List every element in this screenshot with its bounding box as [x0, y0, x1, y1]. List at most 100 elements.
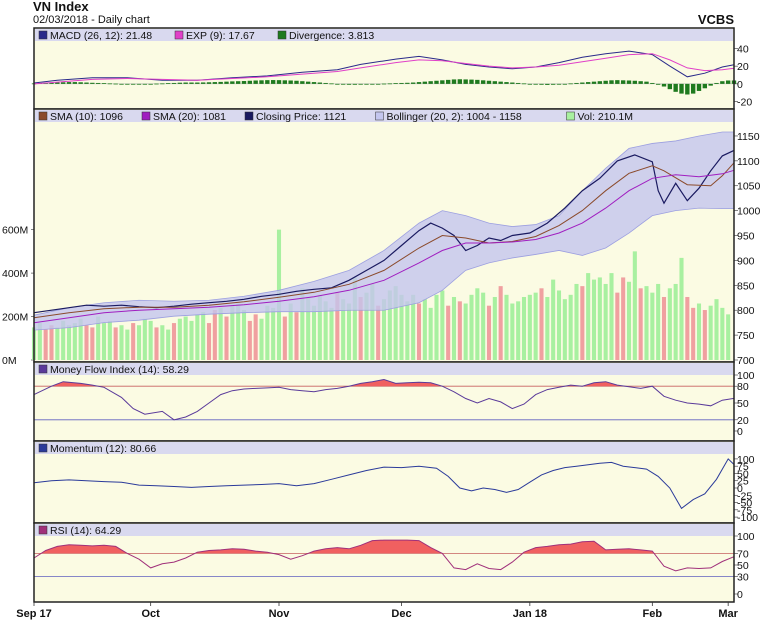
macd-legend-label-1: EXP (9): 17.67: [186, 30, 255, 42]
macd-ytick-label: 20: [737, 61, 749, 73]
divergence-bar: [317, 82, 323, 84]
divergence-bar: [165, 83, 171, 84]
divergence-bar: [469, 79, 474, 84]
volume-bar: [341, 299, 346, 360]
divergence-bar: [90, 82, 95, 84]
volume-bar: [206, 323, 212, 360]
volume-bar: [189, 320, 194, 360]
volume-bar: [702, 310, 707, 360]
price-legend-label-0: SMA (10): 1096: [50, 111, 123, 123]
volume-bar: [428, 307, 433, 360]
divergence-bar: [597, 81, 603, 84]
volume-bar: [469, 294, 474, 360]
volume-bar: [393, 286, 398, 360]
momentum-ytick-label: -25: [737, 490, 752, 502]
divergence-bar: [673, 83, 678, 92]
divergence-bar: [136, 83, 142, 85]
divergence-bar: [49, 82, 54, 84]
divergence-bar: [585, 82, 591, 84]
volume-bar: [49, 325, 54, 360]
volume-bar: [271, 307, 276, 360]
volume-bar: [37, 323, 42, 360]
rsi-ytick-label: 30: [737, 572, 749, 584]
divergence-bar: [154, 83, 159, 85]
momentum-panel-bg: [34, 441, 734, 523]
price-legend-swatch-4: [566, 111, 575, 121]
divergence-bar: [492, 81, 498, 84]
divergence-bar: [480, 80, 486, 84]
volume-bar: [714, 299, 719, 360]
volume-bar: [586, 273, 591, 360]
divergence-bar: [510, 82, 515, 84]
volume-bar: [498, 286, 503, 360]
momentum-ytick-label: -100: [737, 512, 758, 524]
divergence-bar: [655, 83, 661, 85]
volume-bar: [43, 329, 48, 360]
volume-bar: [457, 301, 462, 360]
divergence-bar: [725, 80, 731, 84]
price-legend-label-4: Vol: 210.1M: [578, 111, 633, 123]
volume-bar: [527, 294, 532, 360]
momentum-ytick-label: -75: [737, 505, 752, 517]
volume-bar: [574, 283, 579, 360]
volume-bar: [148, 320, 153, 360]
volume-bar: [673, 283, 678, 360]
volume-bar: [580, 286, 585, 360]
divergence-bar: [650, 82, 655, 84]
volume-bar: [218, 307, 223, 360]
price-legend-label-3: Bollinger (20, 2): 1004 - 1158: [387, 111, 522, 123]
volume-bar: [84, 325, 89, 360]
macd-ytick-label: 0: [737, 79, 743, 91]
volume-bar: [253, 314, 258, 360]
price-legend-swatch-2: [244, 111, 254, 121]
divergence-bar: [230, 81, 235, 84]
divergence-bar: [638, 81, 643, 84]
price-ytick-label: 750: [737, 330, 755, 342]
mfi-ytick-label: 100: [737, 370, 755, 382]
divergence-bar: [241, 81, 247, 84]
divergence-bar: [200, 82, 206, 84]
volume-bar: [720, 307, 725, 360]
momentum-legend-bg: [35, 442, 733, 454]
divergence-bar: [463, 79, 468, 84]
volume-ytick-label: 0M: [2, 355, 17, 367]
x-tick-label: Mar: [718, 608, 738, 620]
volume-bar: [551, 279, 556, 360]
x-tick-label: Nov: [269, 608, 291, 620]
rsi-legend-swatch-0: [38, 525, 48, 535]
volume-bar: [539, 288, 544, 360]
volume-bar: [626, 281, 632, 360]
price-ytick-label: 1050: [737, 181, 761, 193]
macd-series-exp: [33, 53, 735, 85]
price-legend-swatch-3: [375, 111, 384, 121]
divergence-bar: [183, 82, 188, 84]
mfi-series-mfi: [33, 378, 735, 421]
divergence-bar: [101, 83, 107, 84]
divergence-bar: [399, 82, 404, 84]
mfi-overbought-fill: [34, 379, 734, 387]
divergence-bar: [428, 81, 433, 84]
divergence-bar: [288, 80, 293, 84]
x-tick-label: Sep 17: [16, 608, 51, 620]
volume-bar: [603, 283, 608, 360]
rsi-panel-border: [33, 522, 735, 603]
volume-bar: [451, 296, 457, 360]
volume-bar: [615, 292, 620, 360]
divergence-bar: [609, 80, 614, 84]
macd-legend-swatch-1: [174, 30, 184, 40]
volume-bar: [533, 292, 538, 360]
volume-bar: [306, 296, 311, 360]
divergence-bar: [335, 83, 340, 85]
price-legend-label-2: Closing Price: 1121: [256, 111, 346, 123]
divergence-bar: [340, 83, 346, 85]
macd-legend-swatch-0: [38, 30, 48, 40]
volume-bar: [504, 294, 509, 360]
volume-bar: [300, 288, 305, 360]
volume-bar: [434, 294, 439, 360]
rsi-ytick-label: 50: [737, 560, 749, 572]
volume-bar: [195, 314, 200, 360]
divergence-bar: [294, 80, 299, 84]
macd-legend-bg: [35, 29, 733, 41]
momentum-ytick-label: 0: [737, 483, 743, 495]
